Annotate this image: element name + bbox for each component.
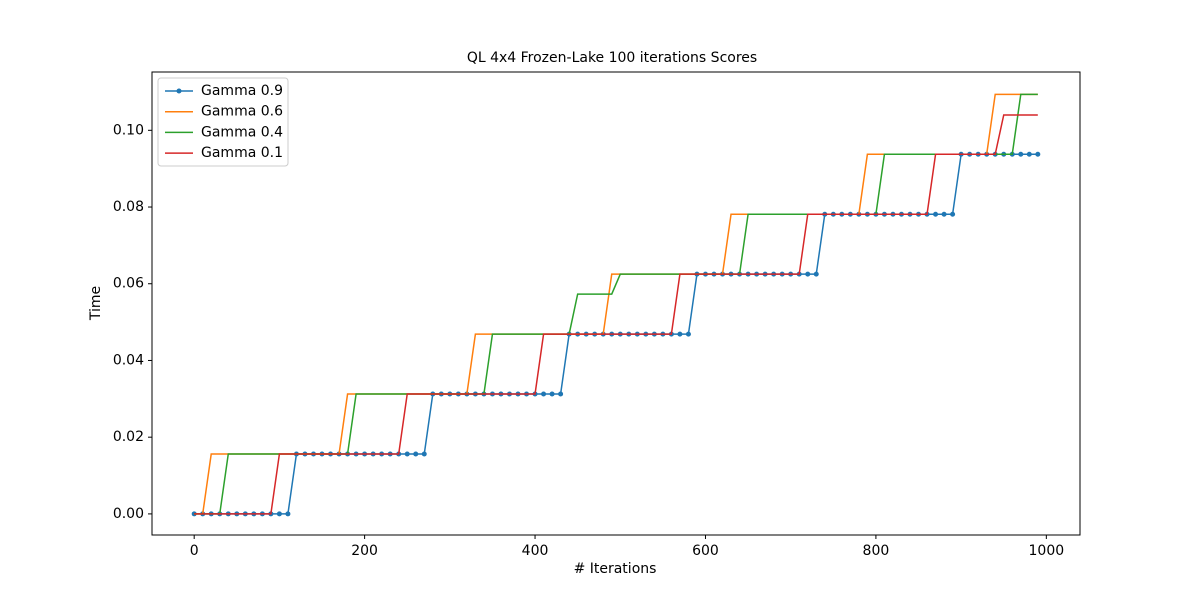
legend-label: Gamma 0.6	[201, 104, 283, 120]
legend-label: Gamma 0.1	[201, 145, 283, 161]
point-marker	[685, 331, 691, 337]
point-marker	[805, 271, 811, 277]
chart-title: QL 4x4 Frozen-Lake 100 iterations Scores	[467, 50, 757, 66]
y-tick-label: 0.10	[113, 122, 144, 138]
point-marker	[813, 271, 819, 277]
point-marker	[677, 331, 683, 337]
point-marker	[1018, 151, 1024, 157]
point-marker	[1026, 151, 1032, 157]
point-marker	[541, 391, 547, 397]
x-tick-label: 1000	[1029, 543, 1065, 559]
point-marker	[933, 211, 939, 217]
point-marker	[549, 391, 555, 397]
x-tick-label: 200	[351, 543, 378, 559]
y-tick-label: 0.02	[113, 429, 144, 445]
point-marker	[413, 451, 419, 457]
legend-label: Gamma 0.4	[201, 124, 283, 140]
legend-label: Gamma 0.9	[201, 83, 283, 99]
y-tick-label: 0.04	[113, 352, 144, 368]
x-tick-label: 800	[863, 543, 890, 559]
point-marker	[941, 211, 947, 217]
x-tick-label: 600	[692, 543, 719, 559]
legend-marker	[176, 88, 182, 94]
axes-frame	[151, 71, 1081, 536]
y-tick-label: 0.08	[113, 199, 144, 215]
x-tick-label: 400	[522, 543, 549, 559]
x-axis-label: # Iterations	[574, 561, 657, 577]
point-marker	[1035, 151, 1041, 157]
y-tick-label: 0.00	[113, 506, 144, 522]
point-marker	[404, 451, 410, 457]
point-marker	[285, 511, 291, 517]
y-axis-label: Time	[88, 286, 104, 321]
point-marker	[421, 451, 427, 457]
y-tick-label: 0.06	[113, 276, 144, 292]
point-marker	[558, 391, 564, 397]
point-marker	[276, 511, 282, 517]
x-tick-label: 0	[190, 543, 199, 559]
legend-box	[157, 77, 289, 167]
series-line	[194, 114, 1038, 515]
point-marker	[950, 211, 956, 217]
